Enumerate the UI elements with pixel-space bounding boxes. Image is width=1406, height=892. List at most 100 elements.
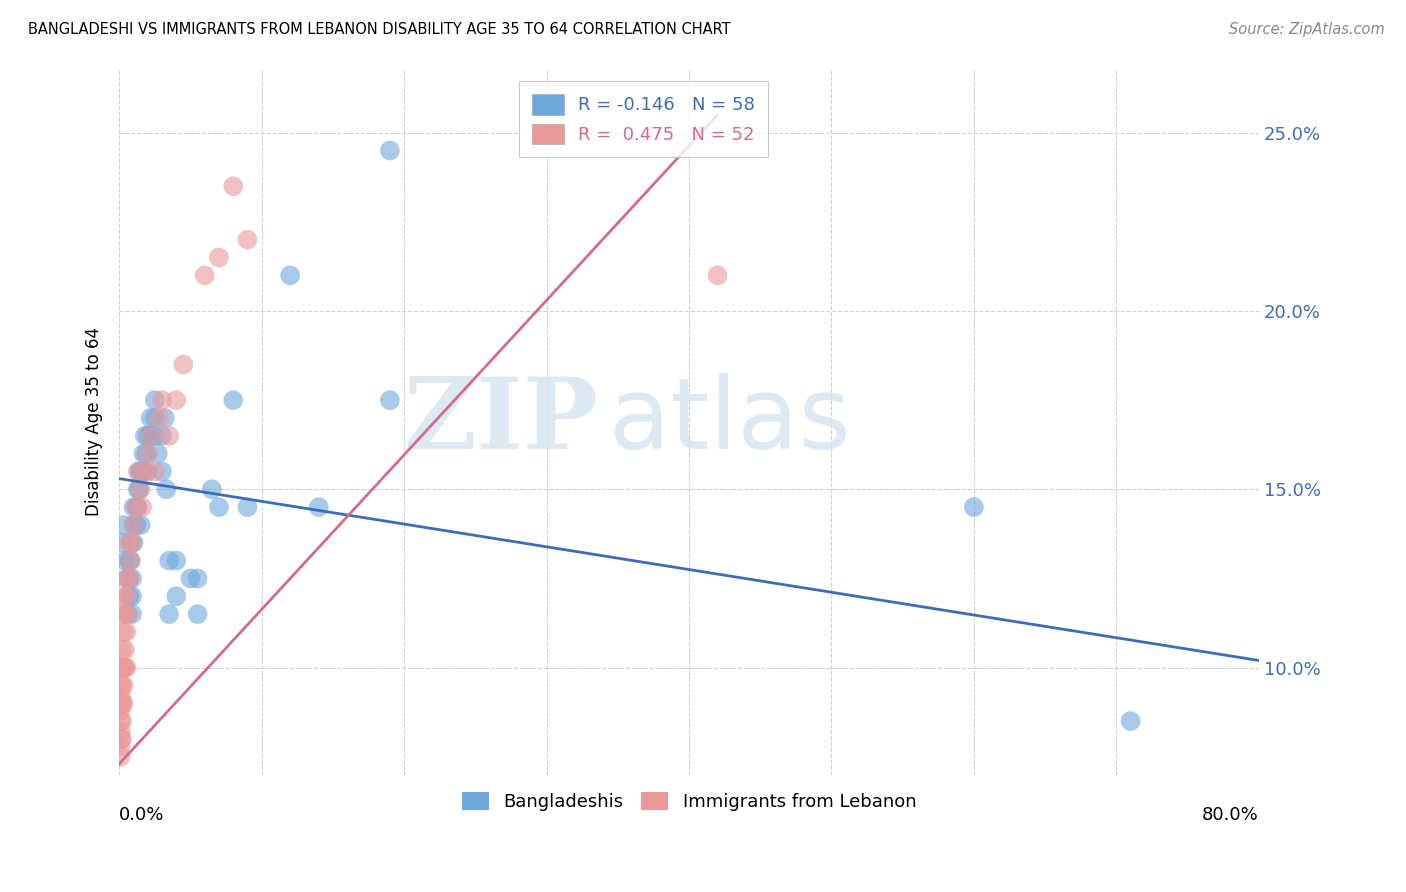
Point [150,429,173,443]
Point [129,465,152,479]
Point [117,607,139,621]
Point [112,536,135,550]
Point [114,553,136,567]
Point [236,233,259,247]
Point [146,447,169,461]
Point [222,393,245,408]
Point [208,251,231,265]
Point [112,589,135,603]
Point [120,536,142,550]
Point [118,571,141,585]
Point [139,429,162,443]
Point [134,465,156,479]
Point [278,268,301,283]
Point [139,411,162,425]
Point [120,553,142,567]
Point [121,571,143,585]
Point [150,465,173,479]
Point [187,571,209,585]
Point [179,571,201,585]
Point [111,696,134,710]
Point [143,429,166,443]
Point [115,589,138,603]
Point [136,429,159,443]
Point [122,500,145,515]
Point [136,447,159,461]
Point [143,411,166,425]
Point [143,465,166,479]
Point [122,518,145,533]
Point [165,589,187,603]
Point [110,689,132,703]
Point [128,483,150,497]
Point [112,624,135,639]
Point [110,749,132,764]
Point [114,660,136,674]
Point [115,571,138,585]
Point [222,179,245,194]
Point [127,465,149,479]
Point [121,589,143,603]
Point [378,144,401,158]
Point [194,268,217,283]
Point [132,447,155,461]
Point [117,607,139,621]
Point [129,518,152,533]
Point [1119,714,1142,728]
Point [115,624,138,639]
Point [201,483,224,497]
Y-axis label: Disability Age 35 to 64: Disability Age 35 to 64 [86,327,103,516]
Point [112,660,135,674]
Text: atlas: atlas [609,373,851,470]
Point [153,411,176,425]
Point [110,731,132,746]
Point [172,358,194,372]
Point [134,429,156,443]
Point [110,703,132,717]
Point [125,500,148,515]
Legend: Bangladeshis, Immigrants from Lebanon: Bangladeshis, Immigrants from Lebanon [454,785,924,819]
Point [110,696,132,710]
Point [114,607,136,621]
Point [131,500,153,515]
Point [121,536,143,550]
Point [118,571,141,585]
Text: BANGLADESHI VS IMMIGRANTS FROM LEBANON DISABILITY AGE 35 TO 64 CORRELATION CHART: BANGLADESHI VS IMMIGRANTS FROM LEBANON D… [28,22,731,37]
Point [110,739,132,753]
Point [378,393,401,408]
Point [111,660,134,674]
Point [128,465,150,479]
Point [125,500,148,515]
Point [136,465,159,479]
Point [157,607,180,621]
Point [112,518,135,533]
Point [125,518,148,533]
Point [112,678,135,692]
Point [118,536,141,550]
Point [122,518,145,533]
Point [117,571,139,585]
Point [111,731,134,746]
Point [155,483,177,497]
Point [118,553,141,567]
Text: 80.0%: 80.0% [1202,806,1258,824]
Point [112,696,135,710]
Point [114,642,136,657]
Point [134,465,156,479]
Point [308,500,330,515]
Point [143,393,166,408]
Point [110,714,132,728]
Point [139,429,162,443]
Point [135,447,157,461]
Point [121,607,143,621]
Point [118,589,141,603]
Point [115,660,138,674]
Point [963,500,986,515]
Point [131,465,153,479]
Text: ZIP: ZIP [404,373,598,470]
Point [150,393,173,408]
Text: Source: ZipAtlas.com: Source: ZipAtlas.com [1229,22,1385,37]
Point [236,500,259,515]
Point [157,429,180,443]
Point [120,553,142,567]
